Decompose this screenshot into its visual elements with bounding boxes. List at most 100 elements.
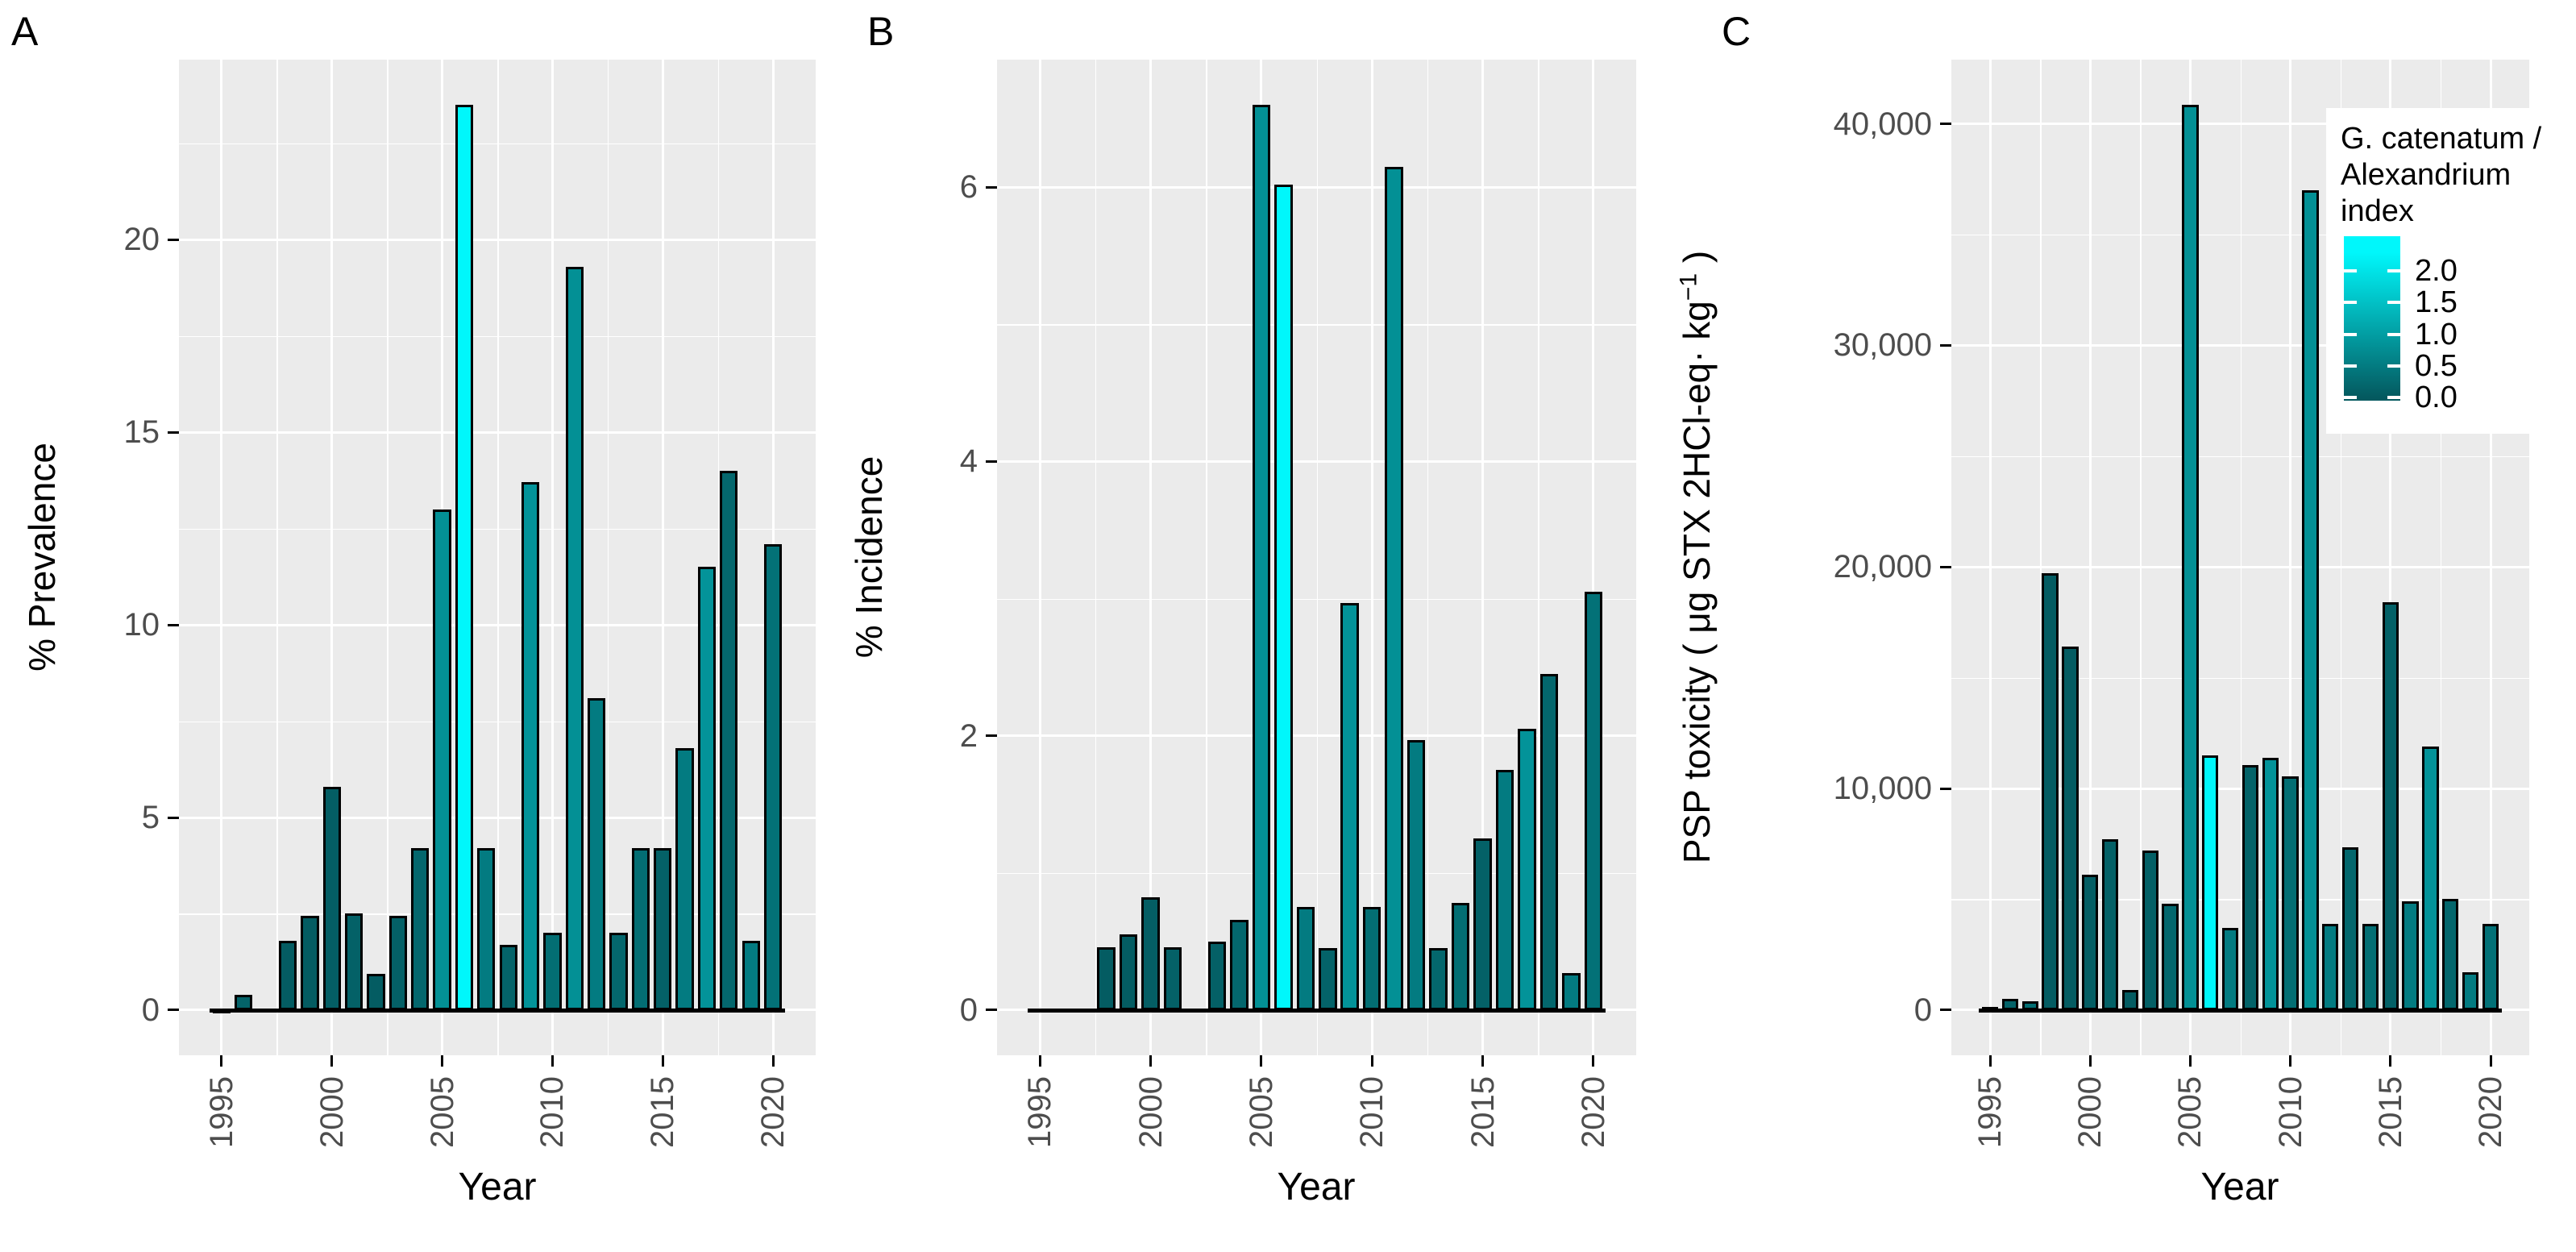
bar-2015 — [654, 848, 672, 1010]
y-axis-tick — [168, 431, 179, 434]
major-gridline-vertical — [1592, 60, 1595, 1055]
major-gridline-vertical — [1370, 60, 1373, 1055]
bar-1998 — [278, 940, 297, 1010]
minor-gridline-vertical — [387, 60, 388, 1055]
minor-gridline-vertical — [2340, 60, 2342, 1055]
x-axis-title-b: Year — [1277, 1166, 1356, 1208]
bar-2017 — [2422, 746, 2439, 1010]
minor-gridline-vertical — [717, 60, 720, 1055]
minor-gridline-vertical — [497, 60, 499, 1055]
bar-2018 — [2442, 899, 2459, 1010]
y-tick-label: 15 — [123, 414, 160, 451]
legend-tick-dash — [2387, 301, 2400, 305]
legend-gradient-bar — [2344, 236, 2400, 401]
y-axis-tick — [168, 1009, 179, 1012]
y-axis-title-psp-end: ) — [1676, 250, 1718, 273]
x-tick-label: 2015 — [645, 1076, 681, 1148]
bar-2013 — [2341, 846, 2359, 1010]
x-axis-tick — [1149, 1055, 1152, 1067]
legend-tick-dash — [2387, 396, 2400, 400]
legend-tick-dash — [2344, 332, 2357, 336]
y-axis-tick — [1940, 343, 1951, 347]
minor-gridline-vertical — [276, 60, 278, 1055]
bar-2020 — [2482, 923, 2499, 1010]
x-tick-label: 2010 — [1354, 1076, 1390, 1148]
x-tick-label: 2000 — [2072, 1076, 2109, 1148]
x-tick-label: 2005 — [2172, 1076, 2208, 1148]
bar-2005 — [1252, 105, 1271, 1010]
x-tick-label: 1995 — [1022, 1076, 1058, 1148]
x-tick-label: 2010 — [534, 1076, 571, 1148]
x-tick-label: 1995 — [1972, 1076, 2008, 1148]
minor-gridline-vertical — [2040, 60, 2042, 1055]
zero-baseline — [1028, 1008, 1606, 1013]
x-axis-tick — [551, 1055, 554, 1067]
bar-1999 — [1119, 934, 1138, 1010]
y-axis-title-psp-toxicity: PSP toxicity ( μg STX 2HCl-eq· kg−1 ) — [1675, 251, 1718, 863]
major-gridline-horizontal — [1951, 343, 2529, 347]
bar-2001 — [344, 913, 364, 1010]
major-gridline-horizontal — [1951, 565, 2529, 568]
minor-gridline-vertical — [1095, 60, 1097, 1055]
bar-2014 — [631, 848, 650, 1010]
bar-2007 — [1296, 907, 1315, 1010]
y-axis-tick — [168, 623, 179, 626]
y-axis-tick — [986, 1009, 997, 1012]
x-axis-tick — [1592, 1055, 1595, 1067]
x-axis-tick — [2489, 1055, 2492, 1067]
x-axis-tick — [771, 1055, 775, 1067]
bar-2020 — [763, 543, 783, 1010]
bar-2018 — [720, 471, 738, 1010]
legend-tick-dash — [2344, 269, 2357, 273]
major-gridline-vertical — [330, 60, 334, 1055]
y-tick-label: 10,000 — [1833, 771, 1932, 806]
bar-2008 — [1319, 948, 1337, 1010]
y-axis-tick — [986, 460, 997, 463]
x-axis-tick — [220, 1055, 223, 1067]
y-tick-label: 4 — [959, 443, 978, 480]
bar-2005 — [2182, 105, 2199, 1010]
bar-2001 — [2101, 839, 2119, 1010]
y-axis-tick — [986, 734, 997, 738]
major-gridline-horizontal — [997, 185, 1636, 189]
panel-a-plot-area — [179, 60, 816, 1055]
x-tick-label: 2015 — [2372, 1076, 2408, 1148]
major-gridline-horizontal — [1951, 123, 2529, 125]
major-gridline-vertical — [551, 60, 554, 1055]
bar-2003 — [388, 915, 407, 1010]
major-gridline-vertical — [1988, 60, 1992, 1055]
bar-2017 — [697, 567, 717, 1010]
bar-2016 — [1495, 770, 1514, 1010]
y-axis-tick — [1940, 565, 1951, 568]
panel-b-plot-area — [997, 60, 1636, 1055]
x-axis-tick — [1370, 1055, 1373, 1067]
y-tick-label: 20 — [123, 222, 160, 258]
minor-gridline-vertical — [1427, 60, 1429, 1055]
bar-2007 — [477, 848, 496, 1010]
bar-2017 — [1518, 729, 1536, 1010]
bar-2014 — [2362, 923, 2379, 1010]
legend-title: G. catenatum / Alexandrium index — [2341, 122, 2542, 228]
y-tick-label: 0 — [959, 992, 978, 1028]
y-tick-label: 20,000 — [1833, 549, 1932, 585]
major-gridline-horizontal — [997, 734, 1636, 738]
y-axis-tick — [168, 238, 179, 241]
bar-2016 — [675, 748, 694, 1010]
x-axis-tick — [2289, 1055, 2292, 1067]
zero-baseline — [209, 1008, 786, 1013]
x-axis-title-a: Year — [458, 1166, 537, 1208]
minor-gridline-vertical — [1206, 60, 1207, 1055]
minor-gridline-vertical — [2440, 60, 2442, 1055]
x-tick-label: 2020 — [2473, 1076, 2508, 1148]
bar-2003 — [1207, 941, 1227, 1010]
x-tick-label: 2020 — [755, 1076, 791, 1148]
y-tick-label: 6 — [959, 169, 978, 206]
legend-tick-label: 1.5 — [2415, 285, 2458, 320]
legend-tick-dash — [2387, 332, 2400, 336]
x-tick-label: 2005 — [1243, 1076, 1279, 1148]
bar-2004 — [2162, 903, 2179, 1010]
legend-tick-dash — [2344, 364, 2357, 368]
bar-2006 — [2202, 755, 2219, 1010]
bar-2000 — [1141, 897, 1160, 1010]
